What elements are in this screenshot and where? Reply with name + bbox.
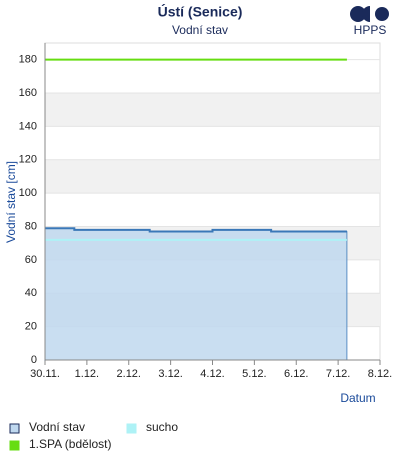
grid-band <box>45 93 380 127</box>
x-tick-label: 5.12. <box>242 368 266 380</box>
line <box>45 227 347 233</box>
y-tick-label: 0 <box>31 354 37 366</box>
x-tick-label: 1.12. <box>75 368 99 380</box>
y-tick-label: 100 <box>19 187 37 199</box>
chart-subtitle: Vodní stav <box>172 23 228 37</box>
y-tick-label: 140 <box>19 120 37 132</box>
x-tick-label: 8.12. <box>368 368 392 380</box>
logo-text: HPPS <box>354 23 387 37</box>
y-tick-label: 180 <box>19 54 37 66</box>
x-tick-label: 4.12. <box>200 368 224 380</box>
x-tick-label: 3.12. <box>158 368 182 380</box>
legend-label: sucho <box>146 420 178 434</box>
legend-label: 1.SPA (bdělost) <box>29 437 112 451</box>
y-axis-label: Vodní stav [cm] <box>4 161 18 243</box>
legend-swatch <box>9 440 20 451</box>
grid-band <box>45 159 380 194</box>
y-tick-label: 160 <box>19 87 37 99</box>
legend-swatch <box>9 423 20 434</box>
x-axis-label: Datum <box>340 391 375 405</box>
y-tick-label: 40 <box>25 287 37 299</box>
x-tick-label: 30.11. <box>30 368 60 380</box>
y-tick-label: 120 <box>19 154 37 166</box>
y-tick-label: 60 <box>25 254 37 266</box>
area <box>44 227 348 361</box>
x-tick-label: 2.12. <box>117 368 141 380</box>
y-tick-label: 20 <box>25 321 37 333</box>
legend-label: Vodní stav <box>29 420 85 434</box>
chart-title: Ústí (Senice) <box>158 3 243 20</box>
y-tick-label: 80 <box>25 220 37 232</box>
x-tick-label: 7.12. <box>326 368 350 380</box>
logo: HPPS <box>350 6 389 37</box>
legend-swatch <box>126 423 137 434</box>
x-tick-label: 6.12. <box>284 368 308 380</box>
